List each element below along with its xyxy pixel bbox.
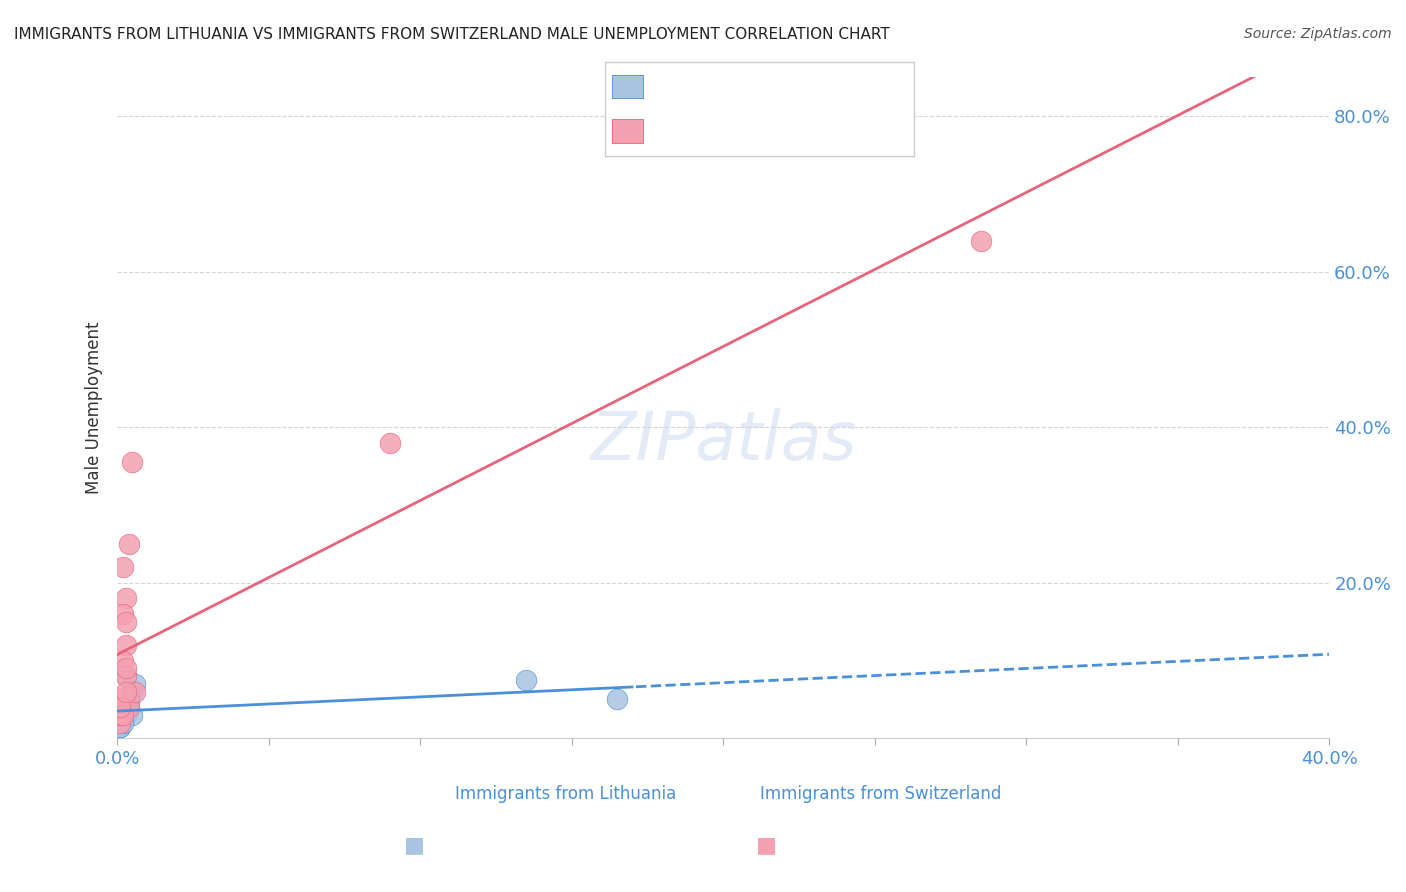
Point bbox=[110, 700, 132, 714]
Point bbox=[118, 692, 141, 706]
Point bbox=[112, 607, 135, 621]
Point bbox=[112, 712, 135, 726]
Point bbox=[515, 673, 537, 687]
Point bbox=[112, 707, 135, 722]
Point bbox=[124, 684, 146, 698]
Point bbox=[112, 715, 135, 730]
Point bbox=[115, 615, 138, 629]
Point bbox=[115, 707, 138, 722]
Point bbox=[110, 720, 132, 734]
Text: Immigrants from Switzerland: Immigrants from Switzerland bbox=[761, 786, 1001, 804]
Point bbox=[112, 653, 135, 667]
Point bbox=[115, 591, 138, 606]
Point bbox=[115, 700, 138, 714]
Text: Source: ZipAtlas.com: Source: ZipAtlas.com bbox=[1244, 27, 1392, 41]
Point bbox=[115, 684, 138, 698]
Point bbox=[110, 715, 132, 730]
Point bbox=[112, 707, 135, 722]
Point bbox=[115, 704, 138, 718]
Point bbox=[378, 435, 401, 450]
Text: Immigrants from Lithuania: Immigrants from Lithuania bbox=[456, 786, 676, 804]
Point bbox=[112, 560, 135, 574]
Point bbox=[112, 692, 135, 706]
Point bbox=[110, 715, 132, 730]
Point bbox=[606, 692, 628, 706]
Point bbox=[115, 638, 138, 652]
Point bbox=[110, 715, 132, 730]
Point bbox=[110, 692, 132, 706]
Text: R =  0.890   N = 21: R = 0.890 N = 21 bbox=[657, 119, 863, 136]
Point bbox=[118, 696, 141, 710]
Text: R =  0.199   N = 26: R = 0.199 N = 26 bbox=[657, 77, 863, 95]
Point bbox=[118, 700, 141, 714]
Text: IMMIGRANTS FROM LITHUANIA VS IMMIGRANTS FROM SWITZERLAND MALE UNEMPLOYMENT CORRE: IMMIGRANTS FROM LITHUANIA VS IMMIGRANTS … bbox=[14, 27, 890, 42]
Point bbox=[118, 689, 141, 703]
Point bbox=[970, 234, 993, 248]
Point bbox=[110, 720, 132, 734]
Point bbox=[115, 700, 138, 714]
Point bbox=[115, 700, 138, 714]
Text: ZIPatlas: ZIPatlas bbox=[591, 408, 856, 474]
Point bbox=[110, 715, 132, 730]
Point bbox=[115, 669, 138, 683]
Point bbox=[121, 455, 143, 469]
Point bbox=[124, 677, 146, 691]
Point bbox=[115, 669, 138, 683]
Point bbox=[112, 707, 135, 722]
Text: ■: ■ bbox=[756, 836, 776, 855]
Point bbox=[112, 707, 135, 722]
Point bbox=[110, 707, 132, 722]
Point bbox=[118, 537, 141, 551]
Point bbox=[112, 712, 135, 726]
Point bbox=[112, 712, 135, 726]
Text: ■: ■ bbox=[405, 836, 425, 855]
Point bbox=[115, 661, 138, 675]
Point bbox=[121, 707, 143, 722]
Point bbox=[121, 684, 143, 698]
Y-axis label: Male Unemployment: Male Unemployment bbox=[86, 322, 103, 494]
